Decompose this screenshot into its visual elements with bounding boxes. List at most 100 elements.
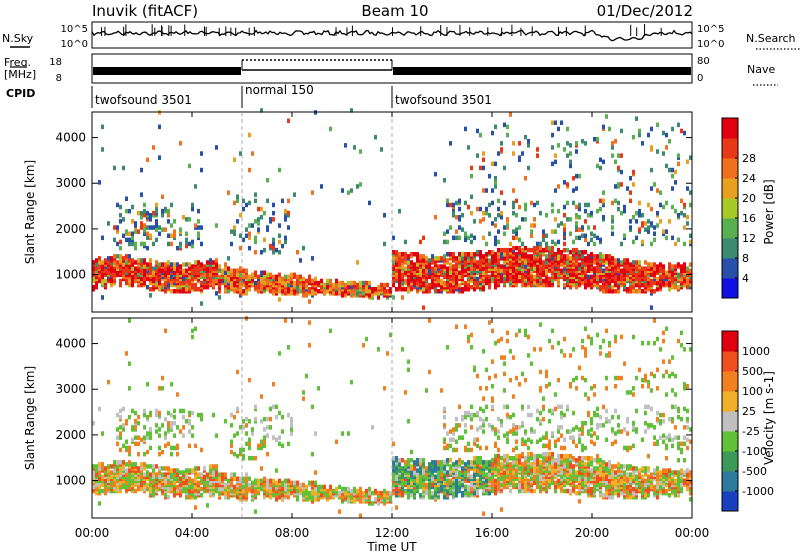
heatmap-cell	[152, 241, 155, 247]
heatmap-cell	[542, 237, 545, 243]
heatmap-cell	[251, 427, 254, 432]
heatmap-cell	[482, 423, 485, 428]
heatmap-cell	[212, 412, 215, 418]
heatmap-cell	[230, 268, 233, 273]
heatmap-cell	[554, 274, 557, 280]
heatmap-cell	[515, 332, 518, 338]
heatmap-cell	[689, 262, 692, 267]
heatmap-cell	[524, 202, 527, 208]
heatmap-cell	[686, 215, 689, 220]
heatmap-cell	[194, 495, 197, 500]
heatmap-cell	[650, 145, 653, 150]
heatmap-cell	[272, 493, 275, 498]
heatmap-cell	[551, 120, 554, 125]
heatmap-cell	[185, 217, 188, 222]
heatmap-cell	[449, 225, 452, 230]
heatmap-cell	[104, 278, 107, 284]
heatmap-cell	[248, 445, 251, 451]
heatmap-cell	[158, 225, 161, 230]
heatmap-cell	[521, 451, 524, 457]
heatmap-cell	[152, 210, 155, 216]
heatmap-cell	[665, 235, 668, 241]
heatmap-cell	[278, 484, 281, 490]
heatmap-cell	[356, 282, 359, 288]
heatmap-cell	[479, 406, 482, 412]
heatmap-cell	[554, 256, 557, 261]
heatmap-cell	[230, 480, 233, 486]
heatmap-cell	[161, 227, 164, 232]
heatmap-cell	[269, 478, 272, 484]
heatmap-cell	[506, 412, 509, 418]
heatmap-cell	[647, 219, 650, 224]
heatmap-cell	[128, 386, 131, 391]
heatmap-cell	[656, 268, 659, 273]
heatmap-cell	[296, 495, 299, 500]
heatmap-cell	[494, 235, 497, 241]
heatmap-cell	[329, 490, 332, 496]
heatmap-cell	[260, 466, 263, 471]
heatmap-cell	[635, 289, 638, 294]
heatmap-cell	[512, 431, 515, 436]
nsearch-tick-top: 10^5	[697, 24, 724, 35]
heatmap-cell	[95, 266, 98, 271]
heatmap-cell	[401, 295, 404, 300]
heatmap-cell	[470, 345, 473, 350]
heatmap-cell	[644, 282, 647, 288]
heatmap-cell	[515, 453, 518, 459]
heatmap-cell	[344, 486, 347, 492]
heatmap-cell	[524, 377, 527, 383]
heatmap-cell	[566, 141, 569, 146]
heatmap-cell	[629, 284, 632, 290]
heatmap-cell	[584, 233, 587, 238]
heatmap-cell	[383, 282, 386, 288]
heatmap-cell	[557, 429, 560, 434]
heatmap-cell	[587, 278, 590, 284]
heatmap-cell	[125, 445, 128, 451]
heatmap-cell	[464, 237, 467, 243]
heatmap-cell	[431, 260, 434, 265]
heatmap-cell	[128, 254, 131, 259]
freq-unit-label: [MHz]	[4, 68, 36, 81]
heatmap-cell	[92, 284, 95, 290]
heatmap-cell	[179, 429, 182, 434]
heatmap-cell	[491, 161, 494, 167]
heatmap-cell	[494, 373, 497, 379]
heatmap-cell	[167, 474, 170, 479]
heatmap-cell	[551, 408, 554, 414]
heatmap-cell	[686, 278, 689, 284]
heatmap-cell	[338, 484, 341, 490]
heatmap-cell	[377, 284, 380, 290]
heatmap-cell	[485, 445, 488, 451]
heatmap-cell	[677, 272, 680, 278]
heatmap-cell	[272, 435, 275, 440]
heatmap-cell	[302, 482, 305, 488]
heatmap-cell	[638, 208, 641, 214]
heatmap-cell	[536, 266, 539, 271]
heatmap-cell	[200, 167, 203, 173]
cpid-segment-2: normal 150	[245, 83, 314, 97]
heatmap-cell	[677, 262, 680, 267]
heatmap-cell	[524, 486, 527, 492]
heatmap-cell	[587, 225, 590, 230]
heatmap-cell	[185, 237, 188, 243]
heatmap-cell	[584, 237, 587, 243]
heatmap-cell	[506, 338, 509, 344]
heatmap-cell	[278, 276, 281, 282]
heatmap-cell	[392, 235, 395, 241]
heatmap-cell	[296, 278, 299, 284]
heatmap-cell	[383, 386, 386, 391]
heatmap-cell	[614, 139, 617, 144]
heatmap-cell	[470, 284, 473, 290]
freq-panel: Freq. [MHz] 18 8 80 0 Nave	[4, 53, 778, 86]
heatmap-cell	[632, 260, 635, 265]
heatmap-cell	[554, 443, 557, 449]
heatmap-cell	[662, 268, 665, 273]
heatmap-cell	[215, 278, 218, 284]
heatmap-cell	[521, 371, 524, 377]
heatmap-cell	[653, 289, 656, 294]
heatmap-cell	[317, 484, 320, 490]
heatmap-cell	[530, 462, 533, 467]
heatmap-cell	[497, 453, 500, 459]
heatmap-cell	[149, 258, 152, 263]
